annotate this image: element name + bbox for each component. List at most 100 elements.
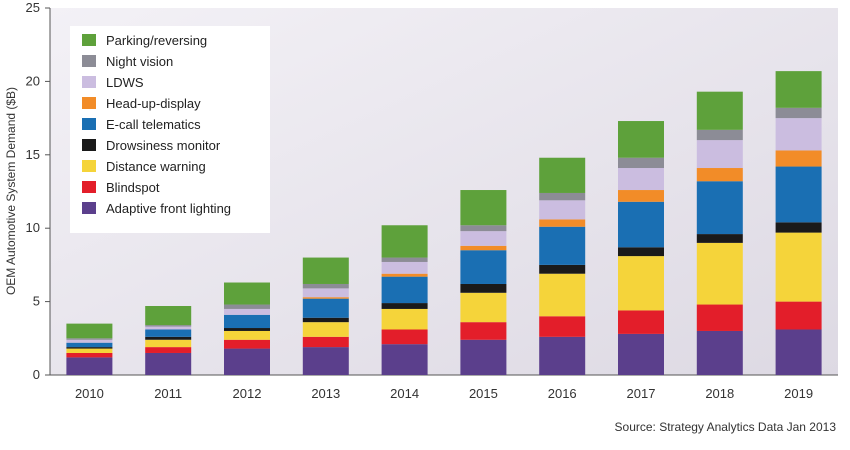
legend-swatch	[82, 160, 96, 172]
bar-segment	[66, 357, 113, 375]
bar-segment	[145, 306, 192, 326]
bar-segment	[618, 256, 664, 311]
legend-swatch	[82, 139, 96, 151]
bar-segment	[618, 310, 664, 334]
y-tick-label: 0	[33, 367, 40, 382]
bar-segment	[539, 200, 586, 220]
bar-segment	[224, 330, 270, 340]
bar-segment	[539, 192, 586, 201]
x-tick-label: 2015	[469, 386, 498, 401]
bar-segment	[775, 150, 822, 167]
bar-segment	[224, 339, 270, 349]
legend-swatch	[82, 76, 96, 88]
bar-segment	[460, 245, 507, 251]
bar-segment	[460, 322, 507, 340]
bar-segment	[381, 273, 428, 277]
bar-segment	[302, 297, 349, 299]
legend-label: LDWS	[106, 75, 144, 90]
legend-label: E-call telematics	[106, 117, 201, 132]
legend-swatch	[82, 181, 96, 193]
bar-segment	[618, 247, 664, 257]
bar-segment	[381, 308, 428, 330]
bar-segment	[66, 339, 113, 343]
legend-label: Night vision	[106, 54, 173, 69]
bar-segment	[696, 91, 743, 130]
x-tick-label: 2011	[154, 386, 182, 401]
bar-segment	[460, 292, 507, 323]
bar-segment	[224, 314, 270, 329]
legend-swatch	[82, 118, 96, 130]
legend-label: Parking/reversing	[106, 33, 207, 48]
bar-segment	[224, 282, 270, 305]
x-tick-label: 2014	[390, 386, 419, 401]
x-tick-label: 2013	[311, 386, 340, 401]
bar-segment	[775, 71, 822, 108]
bar-segment	[224, 308, 270, 315]
bar-segment	[145, 325, 192, 327]
bar-segment	[539, 336, 586, 375]
y-axis-title: OEM Automotive System Demand ($B)	[4, 87, 18, 295]
bar-segment	[775, 222, 822, 233]
x-tick-label: 2012	[233, 386, 262, 401]
y-tick-label: 10	[26, 220, 40, 235]
bar-segment	[66, 352, 113, 358]
bar-segment	[381, 261, 428, 274]
bar-segment	[775, 107, 822, 119]
legend-swatch	[82, 34, 96, 46]
bar-segment	[696, 168, 743, 182]
legend-box	[70, 26, 270, 233]
source-note: Source: Strategy Analytics Data Jan 2013	[615, 420, 837, 434]
y-tick-label: 20	[26, 73, 40, 88]
legend-swatch	[82, 97, 96, 109]
bar-segment	[66, 338, 113, 340]
legend-swatch	[82, 55, 96, 67]
bar-segment	[618, 201, 664, 248]
bar-segment	[539, 264, 586, 274]
bar-segment	[224, 304, 270, 309]
bar-segment	[775, 301, 822, 330]
legend-swatch	[82, 202, 96, 214]
legend: Parking/reversing Night vision LDWS Head-up…	[70, 26, 270, 233]
bar-segment	[775, 166, 822, 223]
bar-segment	[145, 339, 192, 348]
bar-segment	[618, 121, 664, 158]
y-tick-label: 15	[26, 147, 40, 162]
bar-segment	[775, 232, 822, 302]
bar-segment	[224, 328, 270, 331]
bar-segment	[66, 348, 113, 353]
bar-segment	[460, 190, 507, 226]
bar-segment	[775, 329, 822, 375]
bar-segment	[145, 326, 192, 330]
bar-segment	[460, 250, 507, 284]
bar-segment	[66, 342, 113, 348]
bar-segment	[539, 316, 586, 337]
bar-segment	[696, 330, 743, 375]
bar-segment	[302, 288, 349, 298]
bar-segment	[302, 257, 349, 284]
bar-segment	[145, 336, 192, 340]
bar-segment	[145, 329, 192, 337]
bar-segment	[539, 226, 586, 265]
bar-segment	[381, 276, 428, 304]
bar-segment	[302, 298, 349, 318]
bar-segment	[618, 168, 664, 191]
bar-segment	[618, 333, 664, 375]
legend-label: Drowsiness monitor	[106, 138, 221, 153]
bar-segment	[381, 257, 428, 262]
x-tick-label: 2018	[705, 386, 734, 401]
bar-segment	[381, 329, 428, 345]
bar-segment	[539, 219, 586, 227]
bar-segment	[460, 283, 507, 293]
bar-segment	[460, 339, 507, 375]
bar-segment	[618, 190, 664, 202]
bar-segment	[696, 181, 743, 235]
bar-segment	[539, 157, 586, 193]
bar-segment	[460, 225, 507, 232]
bar-segment	[66, 347, 113, 349]
bar-segment	[302, 283, 349, 289]
bar-segment	[145, 352, 192, 375]
bar-segment	[224, 348, 270, 375]
legend-label: Adaptive front lighting	[106, 201, 231, 216]
bar-segment	[66, 323, 113, 339]
x-tick-label: 2019	[784, 386, 813, 401]
